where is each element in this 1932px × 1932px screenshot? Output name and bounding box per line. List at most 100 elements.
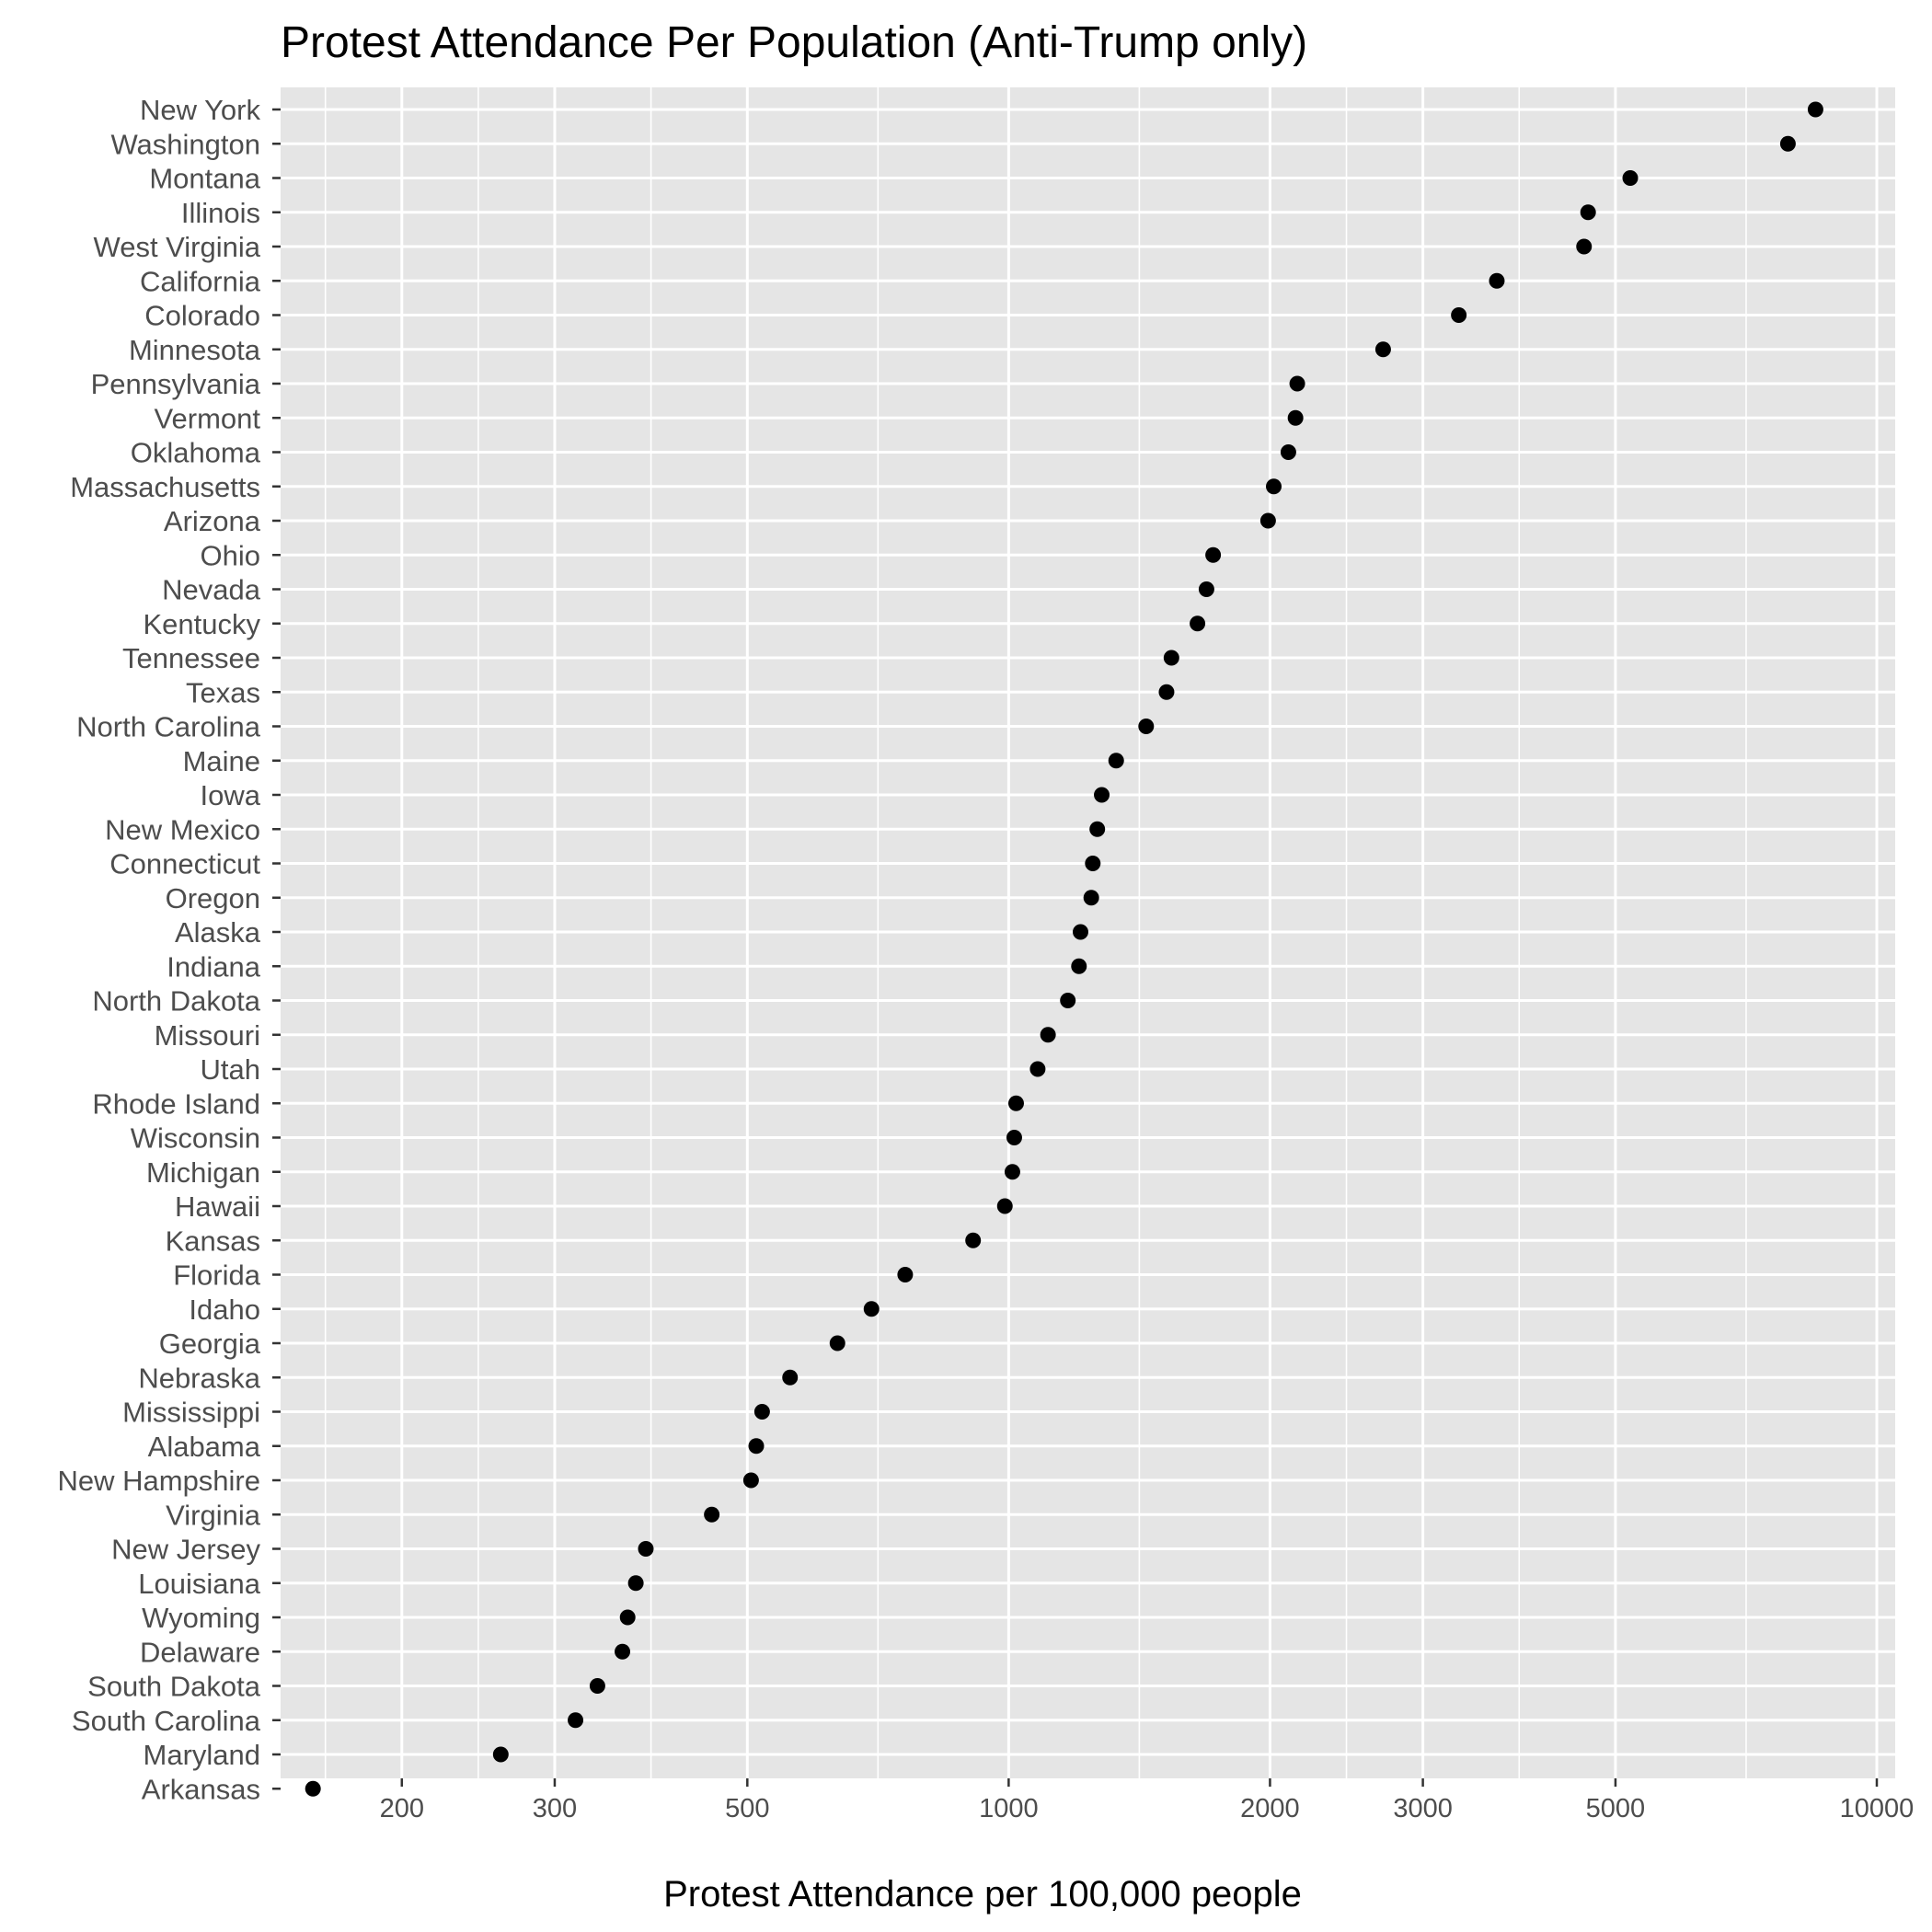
y-tick-label: Tennessee: [122, 642, 260, 674]
chart-title: Protest Attendance Per Population (Anti-…: [281, 18, 1307, 67]
y-tick-label: Indiana: [167, 950, 260, 983]
data-point: [589, 1678, 605, 1694]
data-point: [1072, 924, 1088, 940]
data-point: [1289, 375, 1305, 392]
data-point: [1060, 993, 1076, 1008]
y-tick-label: Kansas: [166, 1225, 260, 1257]
x-tick-label: 2000: [1240, 1794, 1300, 1823]
data-point: [1071, 958, 1087, 974]
y-tick-label: Delaware: [140, 1636, 260, 1668]
data-point: [704, 1506, 720, 1523]
y-tick-label: Utah: [201, 1053, 260, 1086]
data-points: [305, 101, 1823, 1797]
data-point: [1576, 238, 1593, 255]
data-point: [1622, 170, 1639, 186]
data-point: [965, 1232, 982, 1248]
y-tick-label: Idaho: [189, 1294, 260, 1326]
y-tick-label: Missouri: [155, 1019, 260, 1052]
y-tick-label: Iowa: [201, 779, 261, 811]
data-point: [1259, 512, 1276, 529]
y-tick-label: Illinois: [181, 197, 260, 229]
data-point: [1006, 1130, 1022, 1145]
y-tick-label: Arizona: [164, 505, 261, 537]
data-point: [1280, 444, 1296, 460]
y-tick-label: Hawaii: [175, 1190, 260, 1223]
y-tick-label: Vermont: [155, 402, 261, 434]
data-point: [1580, 204, 1596, 221]
y-tick-label: Colorado: [144, 300, 260, 332]
data-point: [1094, 787, 1110, 803]
y-tick-label: Alaska: [175, 916, 261, 949]
data-point: [1779, 135, 1796, 152]
data-point: [1807, 101, 1823, 118]
x-tick-label: 3000: [1393, 1794, 1453, 1823]
data-point: [638, 1541, 654, 1557]
y-tick-label: Nevada: [162, 574, 261, 606]
y-tick-label: Kentucky: [143, 608, 260, 640]
y-tick-label: West Virginia: [94, 231, 261, 263]
data-point: [1205, 546, 1222, 563]
x-tick-label: 10000: [1840, 1794, 1915, 1823]
data-point: [1138, 719, 1155, 734]
data-point: [1266, 478, 1282, 495]
y-tick-label: Maryland: [144, 1739, 261, 1771]
data-point: [1040, 1027, 1056, 1043]
data-point: [1198, 581, 1214, 597]
data-point: [753, 1404, 770, 1420]
y-tick-label: New Jersey: [111, 1534, 260, 1566]
y-tick-label: Connecticut: [109, 848, 260, 880]
x-axis: 200 300 500 1000 2000 3000 5000 10000: [380, 1778, 1915, 1823]
data-point: [568, 1712, 584, 1729]
data-point: [1489, 272, 1505, 289]
y-tick-label: Pennsylvania: [91, 368, 261, 400]
data-point: [1089, 821, 1106, 837]
y-tick-label: Rhode Island: [92, 1087, 260, 1120]
y-tick-label: Washington: [110, 128, 260, 160]
x-axis-title: Protest Attendance per 100,000 people: [663, 1874, 1302, 1915]
data-point: [829, 1335, 845, 1351]
data-point: [1085, 856, 1101, 871]
y-tick-label: Georgia: [159, 1328, 261, 1360]
y-tick-label: Florida: [173, 1259, 261, 1292]
y-tick-label: Mississippi: [122, 1397, 260, 1429]
data-point: [1451, 307, 1467, 323]
x-tick-label: 300: [533, 1794, 577, 1823]
data-point: [1190, 615, 1206, 632]
y-tick-label: South Dakota: [87, 1671, 261, 1703]
data-point: [1007, 1095, 1024, 1111]
y-tick-label: North Dakota: [92, 985, 260, 1018]
data-point: [1083, 890, 1099, 906]
y-tick-label: New Hampshire: [57, 1465, 260, 1497]
y-tick-label: California: [140, 265, 261, 297]
y-tick-label: Alabama: [148, 1431, 261, 1463]
grid-major: [281, 87, 1895, 1790]
data-point: [615, 1643, 631, 1660]
data-point: [1158, 684, 1175, 700]
y-tick-label: Arkansas: [142, 1773, 260, 1805]
data-point: [305, 1780, 321, 1797]
x-tick-label: 200: [380, 1794, 424, 1823]
y-tick-label: Maine: [183, 745, 260, 777]
data-point: [492, 1746, 509, 1763]
data-point: [782, 1369, 799, 1386]
y-tick-label: New Mexico: [105, 813, 260, 845]
data-point: [742, 1472, 759, 1489]
y-tick-label: Ohio: [201, 539, 260, 571]
y-tick-label: Oregon: [166, 882, 260, 914]
y-tick-label: Texas: [186, 676, 260, 708]
y-tick-label: New York: [140, 94, 260, 126]
x-tick-label: 500: [725, 1794, 769, 1823]
y-tick-label: South Carolina: [72, 1705, 261, 1737]
x-tick-label: 1000: [979, 1794, 1039, 1823]
y-tick-label: Oklahoma: [131, 437, 261, 469]
y-tick-label: North Carolina: [76, 711, 261, 743]
x-tick-label: 5000: [1586, 1794, 1646, 1823]
data-point: [1004, 1164, 1020, 1180]
data-point: [627, 1575, 644, 1592]
data-point: [1029, 1061, 1046, 1077]
y-tick-label: Montana: [149, 163, 260, 195]
y-tick-label: Virginia: [166, 1499, 261, 1531]
y-tick-label: Nebraska: [138, 1362, 260, 1394]
data-point: [1374, 341, 1391, 358]
y-tick-label: Louisiana: [138, 1568, 260, 1600]
